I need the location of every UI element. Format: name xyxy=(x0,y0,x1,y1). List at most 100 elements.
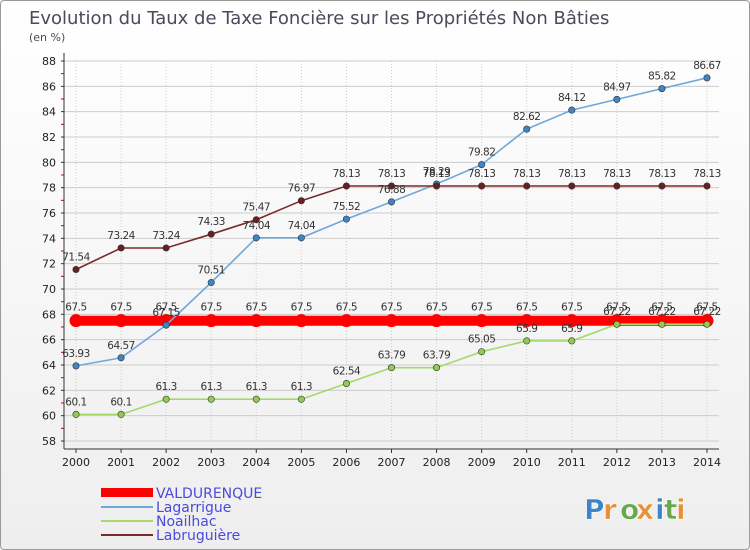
x-tick-label: 2012 xyxy=(603,456,631,469)
data-label: 78.29 xyxy=(423,166,451,178)
data-label: 65.9 xyxy=(516,323,537,335)
data-label: 62.54 xyxy=(333,365,361,377)
data-label: 67.15 xyxy=(152,307,180,319)
data-label: 67.5 xyxy=(606,302,627,314)
data-label: 82.62 xyxy=(513,111,541,123)
y-tick-label: 68 xyxy=(42,308,56,321)
data-label: 67.5 xyxy=(201,302,222,314)
legend-label: Noailhac xyxy=(156,514,217,530)
x-tick-label: 2002 xyxy=(152,456,180,469)
x-tick-label: 2007 xyxy=(378,456,406,469)
data-label: 65.9 xyxy=(561,323,582,335)
data-point-labruguiere xyxy=(568,182,576,190)
data-point-labruguiere xyxy=(478,182,486,190)
x-tick-label: 2006 xyxy=(332,456,360,469)
data-point-labruguiere xyxy=(162,244,170,252)
data-point-labruguiere xyxy=(658,182,666,190)
y-tick-label: 78 xyxy=(42,182,56,195)
data-label: 78.13 xyxy=(603,168,631,180)
logo-letter: i xyxy=(676,493,686,526)
x-tick-label: 2011 xyxy=(558,456,586,469)
data-point-valdurenque xyxy=(294,314,308,328)
data-label: 63.93 xyxy=(62,348,90,360)
data-point-noailhac xyxy=(162,395,170,403)
data-label: 61.3 xyxy=(201,381,222,393)
data-label: 67.5 xyxy=(381,302,402,314)
data-point-lagarrigue xyxy=(342,215,350,223)
data-label: 67.5 xyxy=(336,302,357,314)
logo-letter: t xyxy=(664,493,677,526)
data-point-lagarrigue xyxy=(613,95,621,103)
data-label: 74.04 xyxy=(288,220,316,232)
data-label: 70.51 xyxy=(197,265,225,277)
logo-letter: x xyxy=(636,493,654,526)
data-label: 67.5 xyxy=(516,302,537,314)
data-label: 73.24 xyxy=(107,230,135,242)
legend-label: Lagarrigue xyxy=(156,500,231,516)
y-tick-label: 82 xyxy=(42,131,56,144)
data-point-valdurenque xyxy=(249,314,263,328)
data-point-valdurenque xyxy=(339,314,353,328)
data-label: 67.5 xyxy=(651,302,672,314)
data-point-noailhac xyxy=(207,395,215,403)
data-point-lagarrigue xyxy=(207,279,215,287)
x-tick-label: 2001 xyxy=(107,456,135,469)
data-label: 79.82 xyxy=(468,147,496,159)
data-point-lagarrigue xyxy=(252,234,260,242)
data-label: 67.5 xyxy=(471,302,492,314)
x-tick-label: 2010 xyxy=(513,456,541,469)
data-point-lagarrigue xyxy=(297,234,305,242)
data-point-labruguiere xyxy=(207,230,215,238)
data-point-valdurenque xyxy=(430,314,444,328)
data-point-noailhac xyxy=(703,320,711,328)
chart-title: Evolution du Taux de Taxe Foncière sur l… xyxy=(29,8,609,29)
data-point-valdurenque xyxy=(69,314,83,328)
logo-letter: o xyxy=(620,493,639,526)
data-point-lagarrigue xyxy=(568,106,576,114)
data-label: 78.13 xyxy=(513,168,541,180)
data-point-lagarrigue xyxy=(72,362,80,370)
data-label: 67.5 xyxy=(561,302,582,314)
data-point-noailhac xyxy=(433,364,441,372)
data-label: 78.13 xyxy=(648,168,676,180)
data-label: 78.13 xyxy=(378,168,406,180)
data-label: 61.3 xyxy=(246,381,267,393)
y-tick-label: 74 xyxy=(42,232,56,245)
y-tick-label: 76 xyxy=(42,207,56,220)
data-label: 73.24 xyxy=(152,230,180,242)
data-label: 67.5 xyxy=(426,302,447,314)
data-label: 74.04 xyxy=(243,220,271,232)
y-tick-label: 86 xyxy=(42,80,56,93)
data-point-noailhac xyxy=(117,410,125,418)
data-point-noailhac xyxy=(342,379,350,387)
data-point-valdurenque xyxy=(204,314,218,328)
data-label: 67.5 xyxy=(155,302,176,314)
data-point-lagarrigue xyxy=(162,321,170,329)
data-label: 75.47 xyxy=(243,202,271,214)
y-tick-label: 70 xyxy=(42,283,56,296)
legend-label: Labruguière xyxy=(156,528,240,544)
y-tick-label: 60 xyxy=(42,410,56,423)
data-label: 76.88 xyxy=(378,184,406,196)
y-tick-label: 58 xyxy=(42,435,56,448)
data-point-valdurenque xyxy=(475,314,489,328)
x-tick-label: 2004 xyxy=(242,456,270,469)
data-point-lagarrigue xyxy=(387,198,395,206)
logo-letter: i xyxy=(655,493,665,526)
data-label: 78.13 xyxy=(558,168,586,180)
y-tick-label: 62 xyxy=(42,384,56,397)
y-tick-label: 66 xyxy=(42,334,56,347)
y-tick-label: 84 xyxy=(42,106,56,119)
x-tick-label: 2000 xyxy=(62,456,90,469)
data-label: 63.79 xyxy=(423,350,451,362)
data-point-noailhac xyxy=(387,364,395,372)
data-point-labruguiere xyxy=(613,182,621,190)
logo-letter: r xyxy=(603,493,617,526)
data-point-labruguiere xyxy=(342,182,350,190)
data-label: 65.05 xyxy=(468,334,496,346)
x-tick-label: 2003 xyxy=(197,456,225,469)
data-label: 63.79 xyxy=(378,350,406,362)
data-point-noailhac xyxy=(72,410,80,418)
